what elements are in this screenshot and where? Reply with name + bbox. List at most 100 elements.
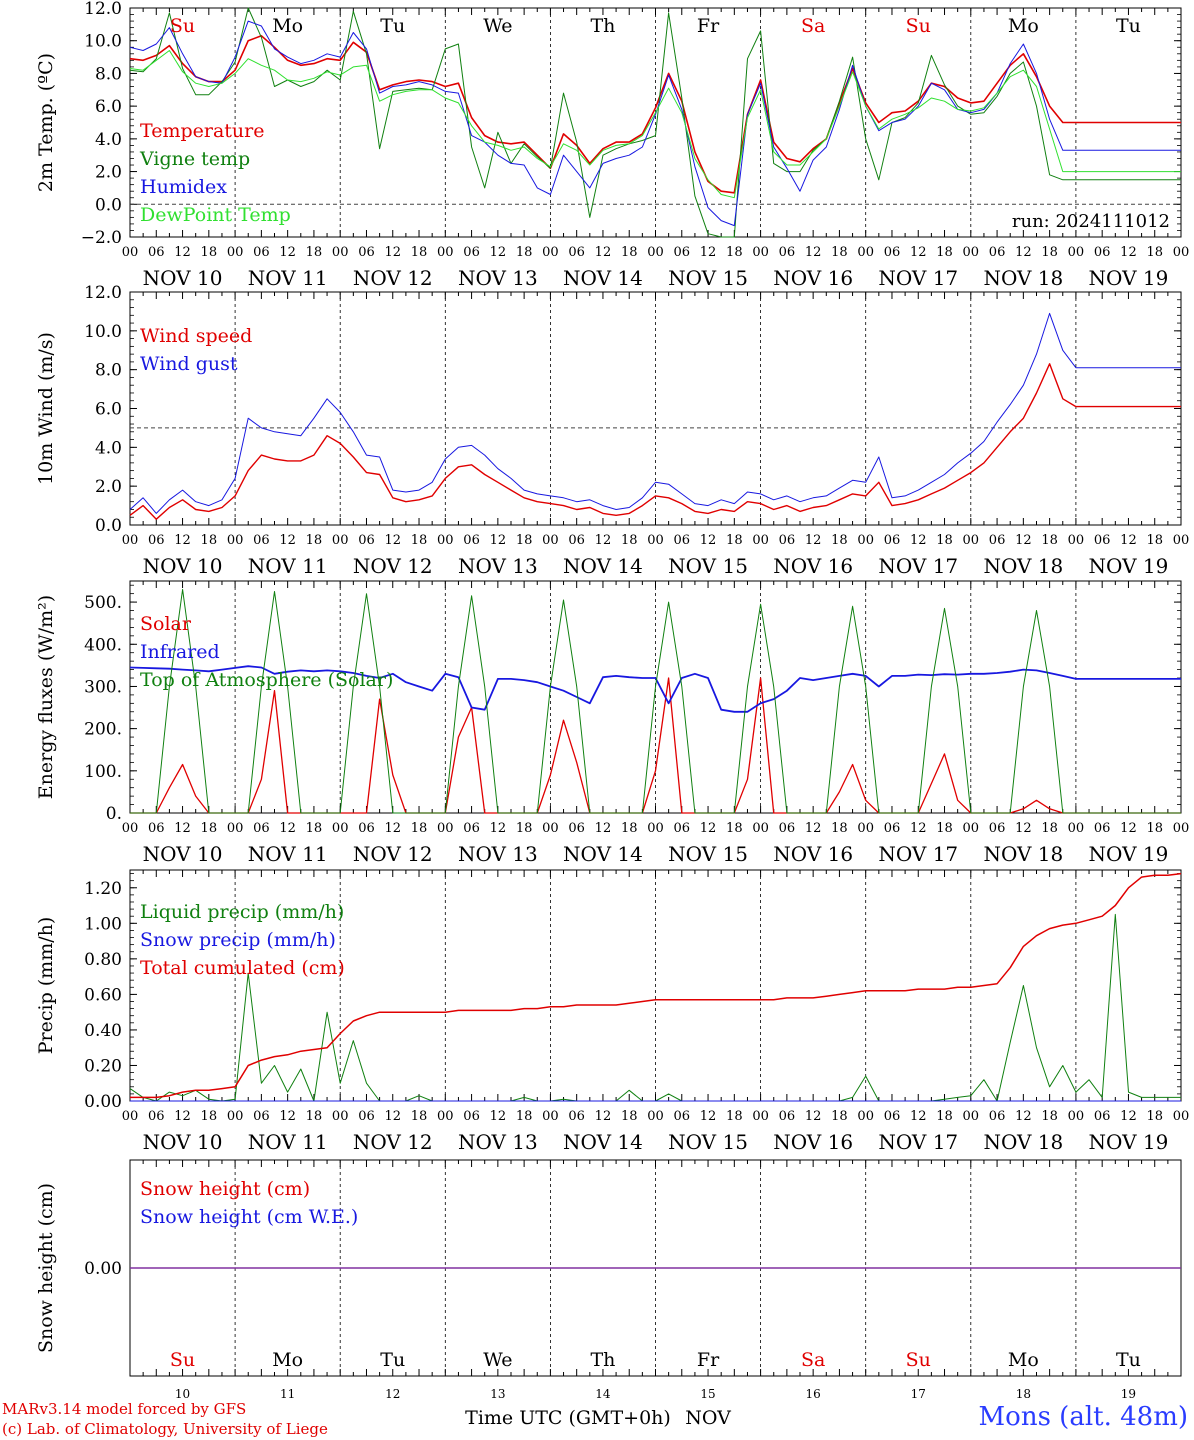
- hour-tick-label: 00: [1173, 821, 1190, 836]
- hour-tick-label: 06: [568, 821, 585, 836]
- weekday-label: Su: [906, 15, 931, 37]
- day-number-label: 18: [1016, 1387, 1031, 1401]
- hour-tick-label: 06: [253, 821, 270, 836]
- hour-tick-label: 00: [857, 821, 874, 836]
- hour-tick-label: 12: [910, 533, 927, 548]
- legend-entry: Wind gust: [140, 353, 238, 375]
- hour-tick-label: 06: [884, 533, 901, 548]
- hour-tick-label: 18: [306, 245, 323, 260]
- hour-tick-label: 06: [1094, 1109, 1111, 1124]
- y-tick-label: 4.0: [95, 130, 122, 150]
- day-number-label: 11: [280, 1387, 295, 1401]
- hour-tick-label: 00: [122, 245, 139, 260]
- hour-tick-label: 00: [1068, 821, 1085, 836]
- day-number-label: 17: [911, 1387, 926, 1401]
- day-label: NOV 14: [563, 554, 643, 578]
- day-label: NOV 13: [458, 1130, 538, 1154]
- day-label: NOV 17: [878, 554, 958, 578]
- y-tick-label: 0.40: [84, 1021, 122, 1041]
- run-label: run: 2024111012: [1012, 211, 1170, 232]
- day-label: NOV 12: [353, 842, 433, 866]
- legend-entry: Snow height (cm): [140, 1178, 310, 1200]
- series-line-dewpoint-temp: [129, 50, 1181, 199]
- legend-entry: Snow height (cm W.E.): [140, 1206, 358, 1228]
- hour-tick-label: 18: [1146, 1109, 1163, 1124]
- day-label: NOV 15: [668, 1130, 748, 1154]
- day-label: NOV 14: [563, 842, 643, 866]
- legend-entry: Vigne temp: [139, 148, 250, 170]
- hour-tick-label: 00: [227, 533, 244, 548]
- hour-tick-label: 12: [910, 245, 927, 260]
- hour-tick-label: 00: [647, 245, 664, 260]
- hour-tick-label: 18: [726, 1109, 743, 1124]
- hour-tick-label: 12: [279, 1109, 296, 1124]
- legend-entry: Top of Atmosphere (Solar): [140, 669, 393, 691]
- legend-entry: Infrared: [140, 641, 220, 663]
- weekday-label: Fr: [697, 1349, 720, 1371]
- hour-tick-label: 12: [595, 1109, 612, 1124]
- day-label: NOV 19: [1089, 554, 1169, 578]
- hour-tick-label: 00: [647, 821, 664, 836]
- hour-tick-label: 06: [463, 821, 480, 836]
- y-tick-label: 0.0: [95, 195, 122, 215]
- day-label: NOV 13: [458, 266, 538, 290]
- hour-tick-label: 00: [122, 533, 139, 548]
- hour-tick-label: 12: [490, 245, 507, 260]
- hour-tick-label: 18: [516, 245, 533, 260]
- weekday-label: Mo: [1008, 1349, 1039, 1371]
- hour-tick-label: 18: [1146, 533, 1163, 548]
- hour-tick-label: 18: [621, 1109, 638, 1124]
- y-tick-label: 400.: [84, 635, 122, 655]
- hour-tick-label: 12: [279, 245, 296, 260]
- hour-tick-label: 18: [516, 821, 533, 836]
- y-tick-label: 300.: [84, 677, 122, 697]
- weekday-label: Su: [906, 1349, 931, 1371]
- legend-entry: Solar: [140, 613, 192, 635]
- y-tick-label: 0.80: [84, 950, 122, 970]
- hour-tick-label: 18: [621, 821, 638, 836]
- hour-tick-label: 00: [1173, 533, 1190, 548]
- hour-tick-label: 06: [674, 1109, 691, 1124]
- hour-tick-label: 00: [227, 245, 244, 260]
- model-credit: MARv3.14 model forced by GFS: [2, 1400, 247, 1418]
- panel-temp: −2.0 0.0 2.0 4.0 6.0 8.0 10.0 12.0 2m Temp. (ºC)…: [35, 0, 1189, 290]
- day-label: NOV 12: [353, 266, 433, 290]
- hour-tick-label: 06: [1094, 245, 1111, 260]
- day-number-label: 12: [385, 1387, 400, 1401]
- series-line-total-cumulated-cm-: [130, 872, 1182, 1099]
- hour-tick-label: 12: [1120, 821, 1137, 836]
- hour-tick-label: 18: [411, 1109, 428, 1124]
- hour-tick-label: 00: [857, 533, 874, 548]
- y-tick-label: 8.0: [95, 361, 122, 381]
- day-label: NOV 17: [878, 1130, 958, 1154]
- hour-tick-label: 12: [490, 1109, 507, 1124]
- hour-tick-label: 06: [989, 533, 1006, 548]
- hour-tick-label: 06: [884, 1109, 901, 1124]
- day-number-label: 19: [1121, 1387, 1136, 1401]
- hour-tick-label: 06: [253, 533, 270, 548]
- hour-tick-label: 18: [936, 533, 953, 548]
- hour-tick-label: 00: [332, 1109, 349, 1124]
- day-label: NOV 11: [248, 554, 328, 578]
- weekday-label: Su: [170, 15, 195, 37]
- y-tick-label: −2.0: [81, 228, 122, 248]
- hour-tick-label: 18: [516, 533, 533, 548]
- hour-tick-label: 00: [122, 1109, 139, 1124]
- hour-tick-label: 00: [437, 533, 454, 548]
- hour-tick-label: 18: [1146, 245, 1163, 260]
- hour-tick-label: 18: [726, 821, 743, 836]
- hour-tick-label: 00: [437, 245, 454, 260]
- day-label: NOV 18: [983, 554, 1063, 578]
- series-line-vigne-temp: [129, 7, 1181, 238]
- hour-tick-label: 06: [568, 533, 585, 548]
- hour-tick-label: 12: [805, 533, 822, 548]
- y-tick-label: 10.0: [84, 32, 122, 52]
- y-tick-label: 100.: [84, 762, 122, 782]
- hour-tick-label: 06: [463, 1109, 480, 1124]
- hour-tick-label: 18: [306, 821, 323, 836]
- hour-tick-label: 18: [1041, 1109, 1058, 1124]
- hour-tick-label: 18: [306, 1109, 323, 1124]
- y-tick-label: 200.: [84, 720, 122, 740]
- y-tick-label: 0.: [106, 804, 122, 824]
- hour-tick-label: 18: [1146, 821, 1163, 836]
